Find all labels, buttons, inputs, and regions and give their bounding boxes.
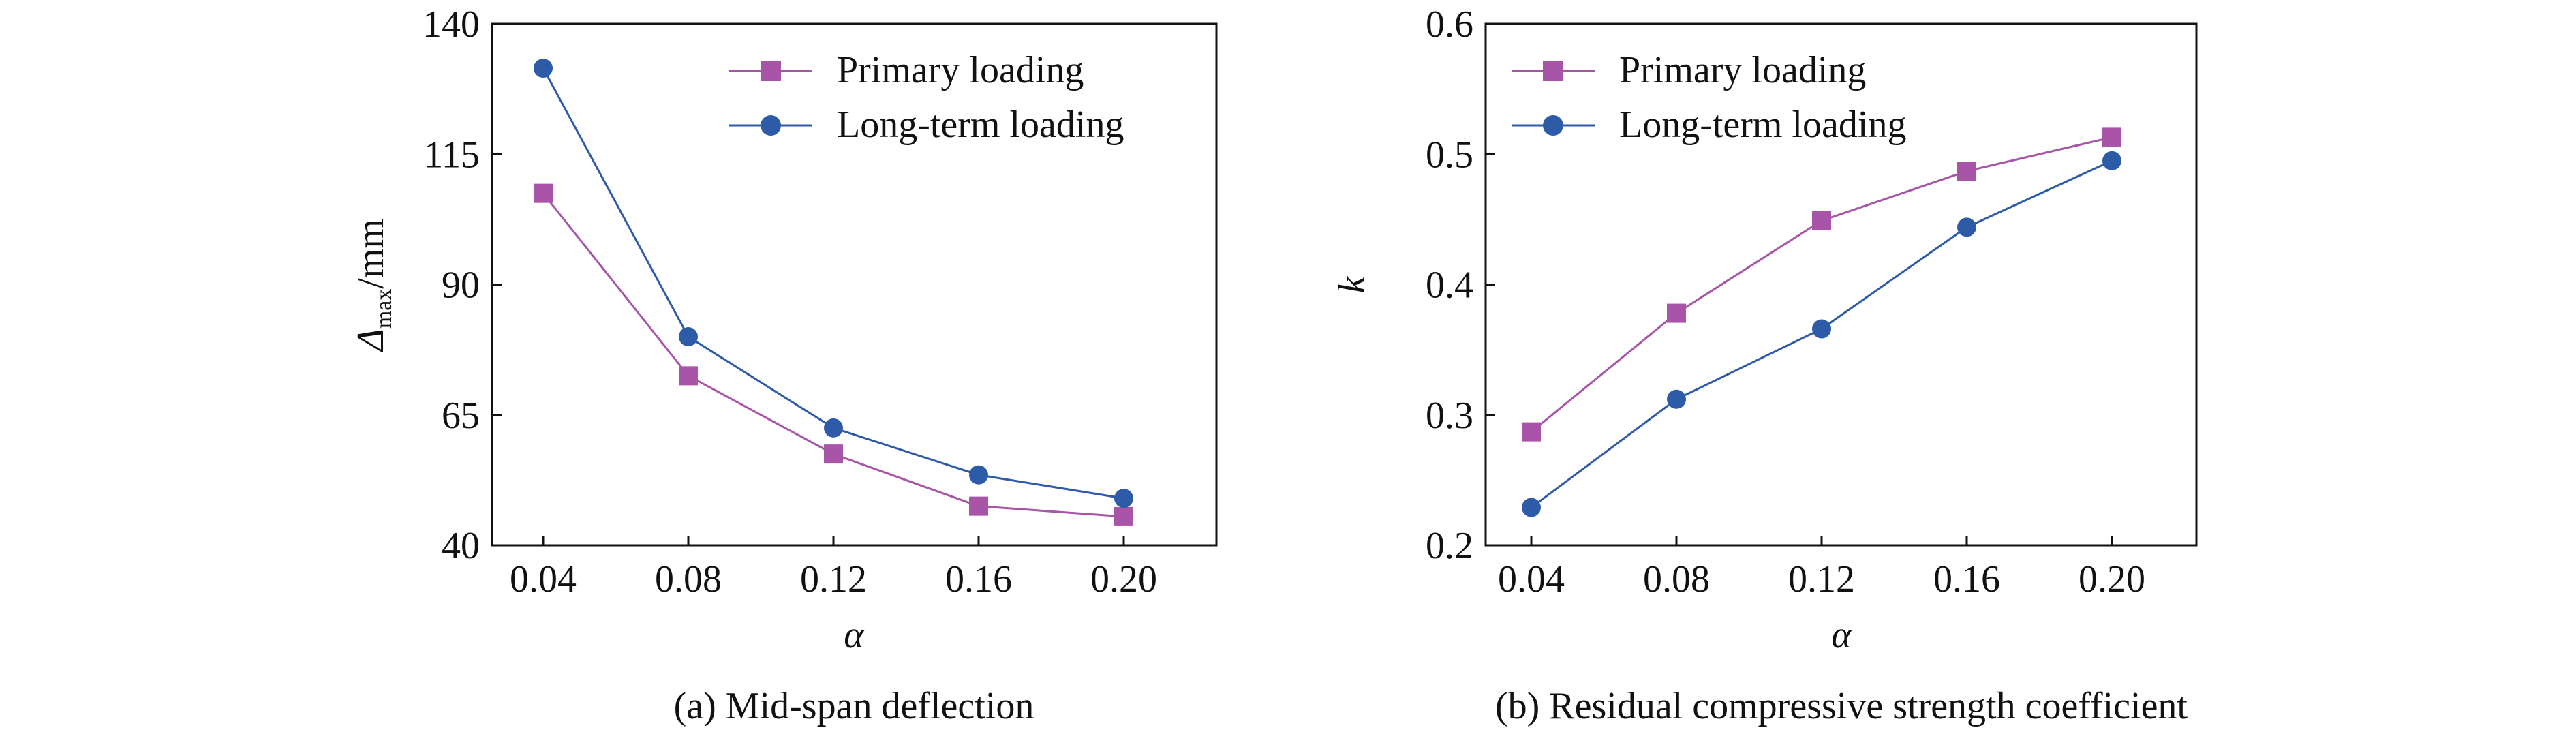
- chart-b-x-axis-label: α: [1831, 614, 1852, 656]
- chart-b-point-longterm: [2102, 151, 2121, 170]
- chart-a-x-tick-label: 0.20: [1090, 558, 1157, 600]
- chart-b-point-longterm: [1957, 217, 1976, 237]
- chart-b-y-ticks: 0.2 0.3 0.4 0.5 0.6: [1426, 3, 1495, 567]
- chart-b-point-primary: [1957, 162, 1976, 181]
- chart-b-legend-label-primary: Primary loading: [1619, 49, 1866, 91]
- chart-a-x-tick-label: 0.04: [510, 558, 577, 600]
- chart-a-point-longterm: [824, 418, 843, 438]
- chart-a-y-tick-label: 115: [424, 134, 480, 176]
- chart-a-y-axis-symbol: Δ: [350, 329, 392, 352]
- chart-a: 40 65 90 115 140 0.04 0.08 0.12 0.16 0.20 α Δmax…: [350, 3, 1218, 727]
- chart-b-point-longterm: [1667, 389, 1686, 409]
- chart-a-point-primary: [969, 496, 988, 516]
- chart-b-y-tick-label: 0.6: [1426, 3, 1473, 46]
- chart-a-y-axis-unit: /mm: [350, 219, 392, 289]
- chart-a-point-longterm: [969, 465, 988, 485]
- chart-a-point-longterm: [534, 59, 553, 78]
- chart-b-y-tick-label: 0.5: [1426, 134, 1473, 176]
- chart-a-y-tick-label: 140: [423, 3, 480, 46]
- chart-a-series: [534, 59, 1133, 526]
- chart-a-legend-label-primary: Primary loading: [837, 49, 1084, 91]
- chart-b-x-tick-label: 0.08: [1643, 558, 1710, 600]
- chart-b-series: [1522, 127, 2121, 517]
- chart-b-caption: (b) Residual compressive strength coeffi…: [1495, 685, 2188, 727]
- chart-a-x-axis-label: α: [844, 614, 865, 656]
- chart-b-point-primary: [1667, 303, 1686, 323]
- chart-b-x-tick-label: 0.12: [1788, 558, 1855, 600]
- chart-b-plot-frame: [1484, 22, 2198, 547]
- chart-b-y-tick-label: 0.3: [1426, 395, 1473, 437]
- chart-a-legend-marker-longterm: [761, 115, 781, 136]
- chart-a-y-tick-label: 90: [442, 264, 480, 307]
- chart-a-point-primary: [824, 444, 843, 464]
- chart-a-point-primary: [534, 183, 553, 203]
- chart-a-plot-frame: [491, 22, 1218, 547]
- chart-b-x-tick-label: 0.04: [1498, 558, 1565, 600]
- chart-b-point-primary: [1522, 422, 1541, 442]
- chart-b-x-tick-label: 0.16: [1933, 558, 2000, 600]
- chart-a-x-ticks: 0.04 0.08 0.12 0.16 0.20: [510, 536, 1157, 600]
- chart-a-point-longterm: [679, 327, 698, 346]
- chart-a-x-tick-label: 0.12: [800, 558, 867, 600]
- chart-a-caption: (a) Mid-span deflection: [674, 685, 1034, 727]
- chart-b-point-longterm: [1522, 498, 1541, 517]
- chart-b-x-tick-label: 0.20: [2079, 558, 2145, 600]
- chart-b-y-tick-label: 0.2: [1426, 525, 1473, 567]
- chart-a-y-ticks: 40 65 90 115 140: [423, 3, 502, 567]
- chart-a-series-line-primary: [542, 192, 1124, 518]
- chart-a-legend: Primary loading Long-term loading: [729, 49, 1124, 146]
- chart-a-y-axis-label: Δmax/mm: [350, 219, 397, 352]
- chart-b-series-line-primary: [1531, 136, 2113, 433]
- chart-b-point-primary: [1812, 211, 1831, 230]
- chart-b-y-tick-label: 0.4: [1426, 264, 1473, 307]
- chart-a-x-tick-label: 0.16: [945, 558, 1012, 600]
- chart-a-point-longterm: [1114, 489, 1133, 508]
- chart-b-point-longterm: [1812, 319, 1831, 339]
- chart-a-point-primary: [679, 366, 698, 386]
- chart-b-y-axis-label: k: [1331, 275, 1373, 293]
- chart-a-point-primary: [1114, 506, 1133, 526]
- chart-b-legend: Primary loading Long-term loading: [1512, 49, 1906, 146]
- chart-a-legend-marker-primary: [761, 61, 781, 81]
- chart-b-legend-label-longterm: Long-term loading: [1619, 104, 1906, 146]
- chart-a-y-tick-label: 40: [442, 525, 480, 567]
- chart-b-x-ticks: 0.04 0.08 0.12 0.16 0.20: [1498, 536, 2145, 600]
- chart-b: 0.2 0.3 0.4 0.5 0.6 0.04 0.08 0.12 0.16 0.20 α k…: [1331, 3, 2198, 727]
- chart-a-y-tick-label: 65: [442, 395, 480, 437]
- chart-a-x-tick-label: 0.08: [655, 558, 722, 600]
- chart-a-legend-label-longterm: Long-term loading: [837, 104, 1124, 146]
- chart-b-legend-marker-primary: [1543, 61, 1563, 81]
- chart-b-point-primary: [2102, 127, 2121, 147]
- chart-b-legend-marker-longterm: [1543, 115, 1563, 136]
- chart-a-y-axis-subscript: max: [371, 289, 397, 329]
